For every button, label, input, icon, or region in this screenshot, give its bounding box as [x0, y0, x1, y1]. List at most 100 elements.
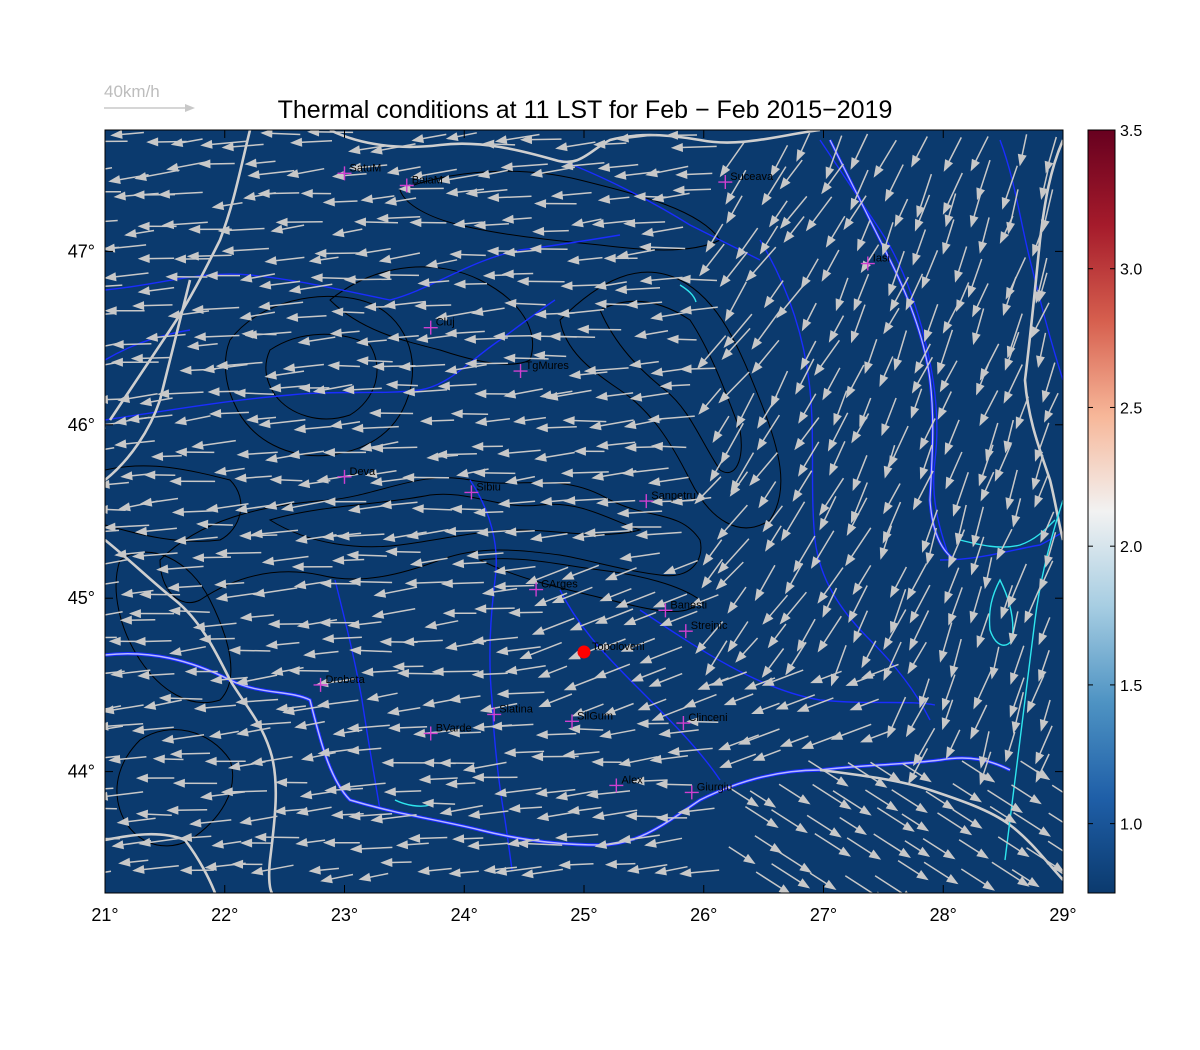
wind-arrow	[531, 617, 575, 635]
wind-arrow	[516, 276, 565, 286]
wind-arrow	[105, 342, 118, 347]
wind-arrow	[776, 284, 805, 319]
wind-arrow	[186, 341, 218, 351]
wind-arrow	[151, 452, 182, 461]
wind-arrow	[494, 787, 542, 798]
wind-arrow	[901, 813, 930, 832]
wind-arrow	[449, 250, 486, 259]
wind-arrow	[381, 758, 425, 768]
wind-arrow	[970, 136, 989, 172]
wind-arrow	[198, 634, 235, 644]
station-cross-icon	[676, 716, 691, 731]
wind-arrow	[567, 255, 603, 265]
wind-arrow	[118, 857, 149, 867]
axis-ticks	[104, 130, 1064, 893]
wind-arrow	[438, 758, 475, 768]
wind-arrow	[1037, 272, 1048, 303]
wind-arrow	[1044, 136, 1058, 174]
wind-arrow	[726, 785, 759, 807]
wind-arrow	[848, 585, 868, 623]
wind-arrow	[371, 607, 416, 619]
wind-arrow	[727, 621, 749, 653]
wind-arrow	[1032, 225, 1045, 257]
wind-arrow	[431, 667, 480, 677]
chart-title: Thermal conditions at 11 LST for Feb − F…	[278, 96, 893, 124]
colorbar-tick-label: 1.5	[1120, 678, 1142, 695]
wind-arrow	[599, 729, 636, 739]
wind-arrow	[850, 169, 869, 211]
wind-arrow	[221, 246, 269, 256]
wind-arrow	[796, 132, 811, 162]
station-markers: SatuM BaiaM Suceava Iasi Cluj TgMures Deva Sibi…	[313, 162, 890, 800]
wind-arrow	[860, 728, 896, 743]
wind-arrow	[652, 593, 688, 608]
wind-arrow	[482, 139, 516, 149]
wind-arrow	[402, 637, 443, 647]
wind-arrow	[586, 789, 631, 799]
wind-arrow	[894, 198, 909, 228]
wind-arrow	[214, 466, 245, 476]
wind-arrow	[672, 185, 712, 195]
station-cross-icon	[860, 256, 875, 271]
wind-arrow	[445, 779, 476, 789]
station-cross-icon	[684, 785, 699, 800]
wind-arrow	[236, 727, 271, 737]
wind-arrow	[905, 273, 924, 311]
wind-arrow	[1026, 847, 1063, 873]
wind-arrow	[338, 782, 386, 792]
wind-arrow	[349, 646, 392, 655]
wind-arrow	[174, 447, 215, 457]
wind-arrow	[961, 760, 996, 783]
wind-arrow	[383, 787, 422, 797]
wind-arrow	[658, 728, 699, 738]
wind-arrow	[300, 189, 332, 198]
wind-arrow	[169, 476, 216, 486]
wind-arrow	[1035, 725, 1053, 765]
wind-arrow	[632, 776, 668, 786]
wind-arrow	[221, 142, 264, 152]
wind-arrow	[408, 833, 448, 843]
wind-arrow	[850, 304, 866, 344]
x-tick-label: 22°	[211, 905, 238, 925]
highlight-station-label: Topoloveni	[592, 641, 645, 653]
wind-arrow	[881, 222, 894, 256]
wind-arrow	[810, 670, 842, 684]
wind-arrow	[504, 664, 546, 675]
wind-arrow	[670, 143, 717, 152]
wind-arrow	[567, 805, 602, 815]
wind-arrow	[744, 805, 779, 828]
wind-arrow	[291, 562, 333, 572]
wind-arrow	[876, 807, 915, 832]
wind-arrow	[785, 562, 804, 595]
wind-arrow	[749, 790, 777, 808]
wind-arrow	[978, 731, 990, 769]
wind-arrow	[1007, 563, 1027, 609]
wind-arrow	[379, 500, 418, 510]
station-label: SatuM	[350, 162, 382, 174]
contour-carpathians-south-inner	[268, 493, 642, 548]
wind-arrow	[604, 859, 636, 869]
wind-arrow	[641, 226, 684, 237]
wind-arrow	[846, 837, 882, 860]
wind-arrow	[495, 646, 541, 656]
wind-arrow	[139, 590, 181, 599]
wind-arrow	[925, 527, 938, 565]
wind-arrow	[370, 143, 416, 155]
wind-arrow	[595, 391, 634, 401]
wind-arrow	[366, 692, 398, 702]
wind-arrow	[376, 213, 421, 223]
wind-arrow	[921, 509, 939, 553]
wind-arrow	[683, 693, 717, 708]
highlight-dot-icon	[577, 645, 591, 659]
wind-arrow	[360, 194, 395, 204]
wind-arrow	[902, 762, 932, 783]
wind-arrow	[105, 636, 117, 639]
wind-arrow	[105, 522, 150, 532]
river-olt	[469, 479, 513, 871]
station-label: Giurgiu	[697, 781, 732, 793]
wind-arrow	[307, 130, 354, 137]
wind-arrow	[191, 439, 236, 450]
wind-arrow	[503, 388, 543, 399]
wind-arrow	[502, 247, 537, 257]
wind-arrow	[1004, 331, 1020, 371]
